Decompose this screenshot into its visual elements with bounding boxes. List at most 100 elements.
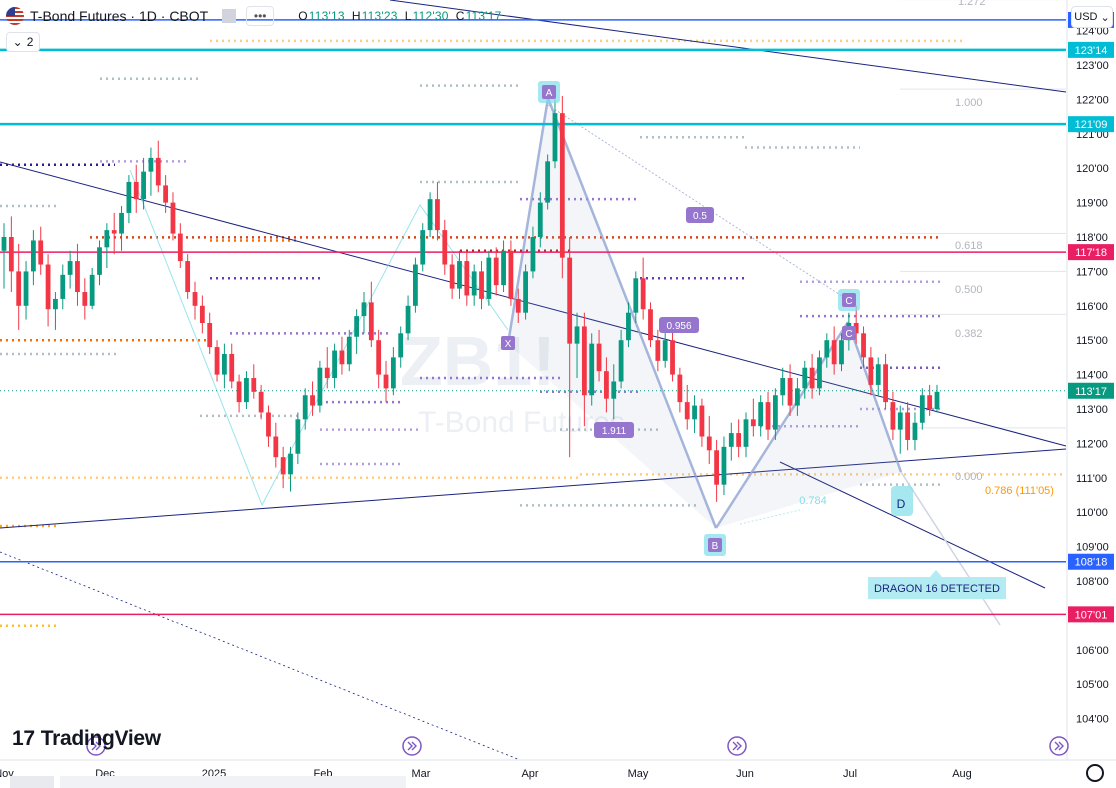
candle-body-44: [324, 367, 330, 379]
pattern-label-x: X: [505, 339, 512, 350]
candle-body-18: [133, 181, 139, 200]
candle-body-1: [8, 237, 14, 272]
candle-body-87: [640, 278, 646, 310]
pattern-label-c2: C: [845, 329, 852, 340]
pattern-label-c: C: [845, 296, 852, 307]
tradingview-logo[interactable]: 17 TradingView: [12, 727, 161, 750]
price-tag-label-5: 108'18: [1075, 557, 1108, 569]
trend-line-4: [0, 551, 521, 761]
candle-body-99: [728, 433, 734, 447]
price-tag-label-2: 121'09: [1075, 119, 1108, 131]
candle-body-121: [890, 402, 896, 430]
candle-body-89: [655, 340, 661, 361]
price-tag-3: [1068, 244, 1114, 261]
candle-body-47: [346, 336, 352, 365]
event-icon-arrow-2: [732, 741, 742, 751]
candle-body-9: [67, 261, 73, 275]
pattern-leg-0: [506, 97, 550, 345]
candle-body-22: [163, 185, 169, 203]
candle-body-19: [141, 171, 146, 200]
candle-body-11: [82, 292, 88, 306]
event-icon-arrow-1: [407, 741, 417, 751]
y-tick-20: 124'00: [1076, 26, 1109, 38]
event-icon-arrow-3: [1054, 741, 1064, 751]
tv-logo-icon: 17: [12, 727, 35, 750]
pattern-marker-chip-1: [542, 85, 556, 99]
candle-body-29: [214, 347, 220, 375]
candle-body-70: [515, 298, 521, 313]
pattern-marker-chip-3: [842, 293, 856, 307]
candle-body-84: [618, 340, 624, 382]
more-options-button[interactable]: •••: [246, 6, 275, 26]
x-tick-8: Jul: [843, 768, 857, 780]
candles-group: [1, 95, 940, 502]
candle-body-98: [721, 446, 727, 485]
pattern-leg-1: [546, 97, 718, 529]
trend-line-3: [779, 461, 1046, 589]
pattern-bd-dotted: [715, 321, 849, 529]
fib-label-5: 0.000: [955, 471, 983, 483]
candle-body-125: [919, 395, 925, 423]
y-tick-13: 117'00: [1076, 266, 1108, 278]
fib-label-0: 1.272: [958, 0, 986, 8]
price-tag-5: [1068, 553, 1114, 570]
candle-body-109: [802, 367, 808, 389]
currency-selector[interactable]: USD ⌄: [1071, 6, 1113, 28]
x-tick-5: Apr: [521, 768, 538, 780]
candle-body-54: [398, 333, 404, 358]
y-tick-8: 112'00: [1076, 438, 1108, 450]
candle-body-63: [464, 261, 470, 296]
candle-body-120: [883, 364, 888, 403]
pattern-label-a: A: [546, 88, 553, 99]
candle-body-50: [368, 302, 374, 341]
candle-body-23: [170, 202, 176, 234]
ratio-label-3: 0.784: [799, 495, 827, 507]
candle-body-118: [868, 357, 874, 385]
trend-line-1: [0, 448, 1067, 529]
candle-body-49: [361, 302, 367, 317]
y-tick-10: 114'00: [1076, 370, 1108, 382]
candle-body-45: [332, 350, 337, 379]
x-tick-7: Jun: [736, 768, 754, 780]
candle-body-20: [148, 157, 154, 172]
candle-body-67: [493, 257, 499, 286]
y-tick-0: 104'00: [1076, 714, 1109, 726]
pattern-label-b: B: [712, 541, 719, 552]
candle-body-2: [16, 271, 22, 306]
candle-body-56: [413, 264, 418, 306]
candle-body-0: [1, 237, 7, 251]
candle-body-86: [633, 278, 639, 313]
candle-body-55: [405, 305, 411, 334]
candle-body-103: [758, 402, 764, 427]
candle-body-127: [934, 391, 940, 409]
us-flag-icon: [6, 7, 24, 25]
symbol-title[interactable]: T-Bond Futures · 1D · CBOT: [30, 8, 209, 24]
candle-body-90: [662, 340, 668, 361]
y-tick-18: 122'00: [1076, 94, 1109, 106]
candle-body-31: [229, 353, 235, 382]
candle-body-28: [207, 323, 213, 348]
candle-body-88: [648, 309, 653, 341]
candle-body-112: [824, 340, 830, 358]
candle-body-94: [692, 405, 697, 420]
candle-body-35: [258, 391, 264, 413]
watermark-code: ZB1!: [400, 322, 556, 400]
annotation-pointer: [930, 570, 942, 577]
candle-body-83: [611, 381, 617, 399]
candle-body-30: [221, 353, 227, 375]
candle-body-43: [317, 367, 323, 406]
candle-body-36: [266, 412, 271, 437]
candle-body-64: [471, 271, 477, 296]
chevron-down-icon: ⌄: [12, 35, 23, 49]
candle-body-34: [251, 378, 257, 392]
y-tick-1: 105'00: [1076, 679, 1109, 691]
fib-label-3: 0.500: [955, 284, 983, 296]
candle-body-108: [795, 388, 800, 406]
candle-body-81: [596, 343, 602, 372]
candle-body-3: [23, 271, 29, 306]
indicators-collapse-button[interactable]: ⌄ 2: [6, 32, 40, 52]
gear-icon[interactable]: [1086, 764, 1104, 782]
annotation-box: [868, 577, 1006, 599]
y-tick-19: 123'00: [1076, 60, 1109, 72]
